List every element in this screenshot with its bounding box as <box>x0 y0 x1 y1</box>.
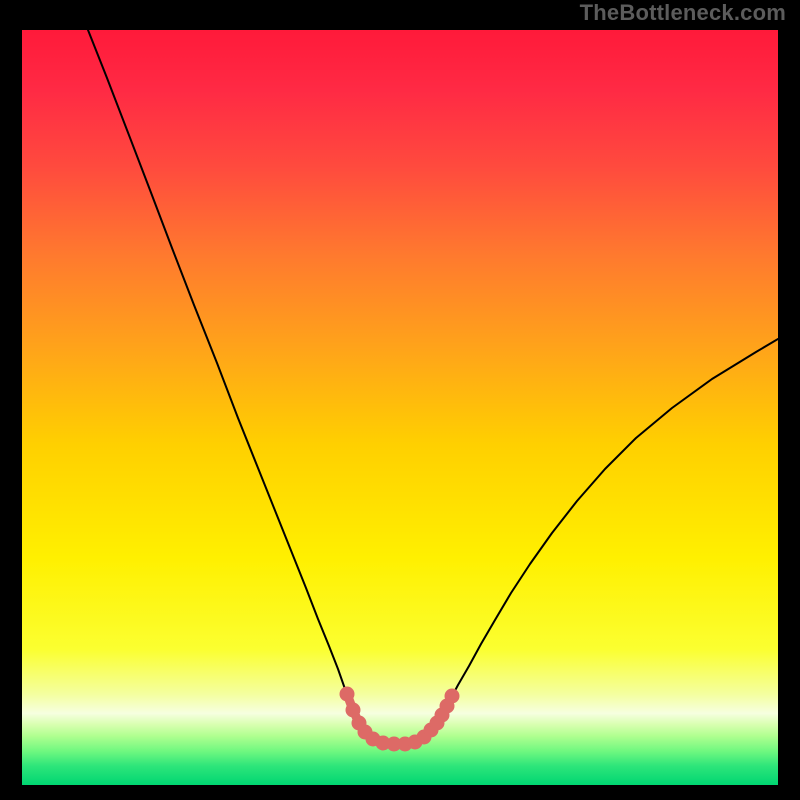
optimal-range-marker <box>340 687 355 702</box>
chart-frame: TheBottleneck.com <box>0 0 800 800</box>
gradient-background <box>22 30 778 785</box>
watermark-text: TheBottleneck.com <box>580 0 786 26</box>
optimal-range-marker <box>445 689 460 704</box>
plot-area <box>22 30 778 785</box>
optimal-range-marker <box>346 703 361 718</box>
bottleneck-chart <box>22 30 778 785</box>
